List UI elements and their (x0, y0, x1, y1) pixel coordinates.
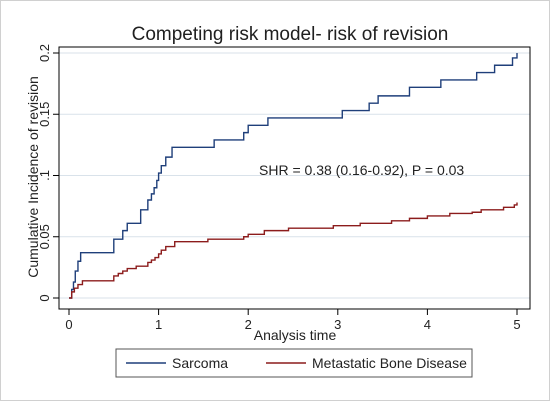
plot-area (58, 46, 531, 310)
chart-title: Competing risk model- risk of revision (132, 24, 449, 45)
x-tick-label-5: 5 (513, 317, 520, 332)
x-tick-label-1: 1 (155, 317, 162, 332)
y-tick-labels: 0 0.05 .1 0.15 0.2 (37, 44, 59, 302)
x-tick-labels: 0 1 2 3 4 5 (65, 309, 521, 332)
x-tick-label-4: 4 (424, 317, 431, 332)
gridlines (59, 52, 530, 299)
y-tick-label-4: 0.2 (37, 44, 52, 62)
x-tick-label-2: 2 (245, 317, 252, 332)
x-tick-label-3: 3 (334, 317, 341, 332)
legend-label-metastatic: Metastatic Bone Disease (312, 355, 467, 371)
legend: Sarcoma Metastatic Bone Disease (115, 348, 473, 378)
y-tick-label-1: 0.05 (37, 224, 52, 249)
y-axis-title: Cumulative Incidence of revision (25, 76, 41, 278)
y-tick-label-0: 0 (37, 294, 52, 301)
x-tick-label-0: 0 (65, 317, 72, 332)
shr-annotation: SHR = 0.38 (0.16-0.92), P = 0.03 (259, 162, 464, 178)
series-line-1 (69, 202, 518, 299)
series-line-0 (69, 53, 518, 299)
y-tick-label-2: .1 (37, 170, 52, 181)
series-lines (69, 53, 518, 299)
y-tick-label-3: 0.15 (37, 102, 52, 127)
legend-label-sarcoma: Sarcoma (172, 355, 228, 371)
x-axis-title: Analysis time (254, 327, 337, 343)
